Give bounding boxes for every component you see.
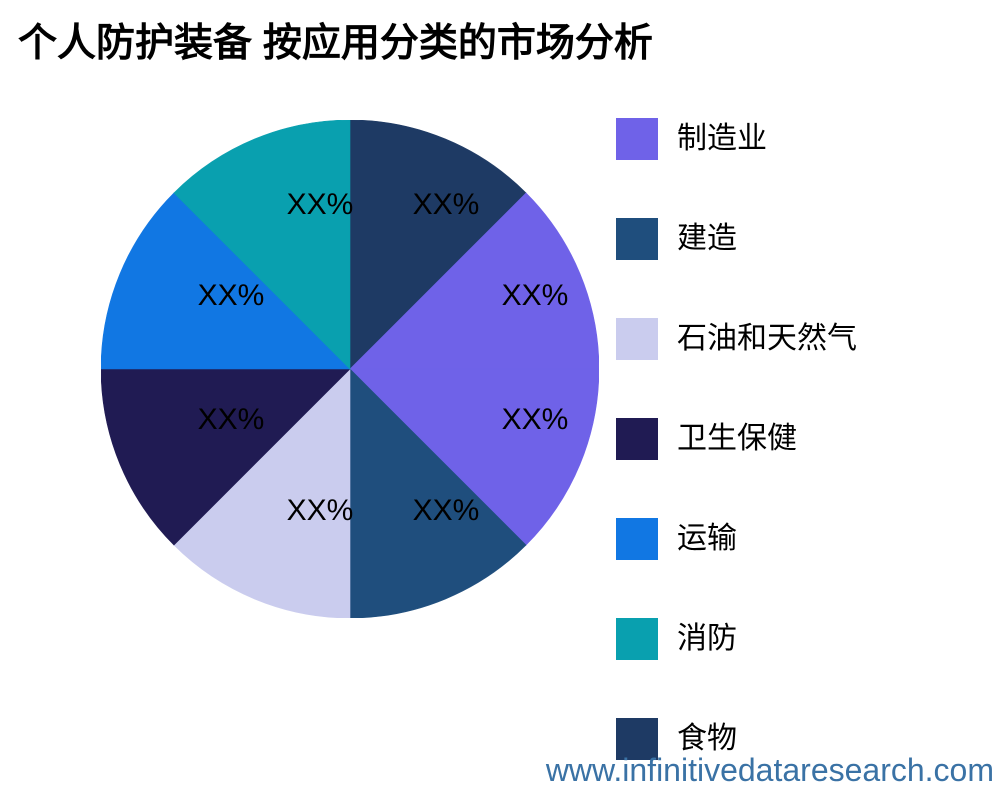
legend-item-food: 食物 [616, 718, 857, 760]
pie-slice-label-healthcare: XX% [197, 403, 265, 436]
pie-slice-0 [349, 120, 527, 370]
pie-slice-label-manufacturing-lower: XX% [501, 403, 569, 436]
legend-swatch-oil-and-gas [616, 318, 658, 360]
legend-label-firefighting: 消防 [677, 622, 737, 655]
pie-slice-label-manufacturing-upper: XX% [501, 279, 569, 312]
legend-swatch-healthcare [616, 418, 658, 460]
legend-item-healthcare: 卫生保健 [616, 418, 857, 460]
legend-item-construction: 建造 [616, 218, 857, 260]
legend-label-food: 食物 [677, 722, 737, 755]
pie-slice-label-transportation: XX% [197, 279, 265, 312]
legend-item-oil-and-gas: 石油和天然气 [616, 318, 857, 360]
legend-label-manufacturing: 制造业 [677, 122, 767, 155]
legend-swatch-food [616, 718, 658, 760]
legend: 制造业 建造 石油和天然气 卫生保健 运输 消防 食物 [616, 118, 857, 800]
pie-slice-3 [349, 368, 527, 618]
pie-slice-4 [173, 368, 351, 618]
legend-label-transportation: 运输 [677, 522, 737, 555]
pie-slice-label-oil-and-gas: XX% [286, 494, 354, 527]
pie-slice-label-food: XX% [412, 188, 480, 221]
legend-swatch-construction [616, 218, 658, 260]
legend-swatch-firefighting [616, 618, 658, 660]
pie-slice-label-construction: XX% [412, 494, 480, 527]
legend-label-oil-and-gas: 石油和天然气 [677, 322, 857, 355]
legend-item-manufacturing: 制造业 [616, 118, 857, 160]
pie-slice-label-firefighting: XX% [286, 188, 354, 221]
legend-item-transportation: 运输 [616, 518, 857, 560]
pie-slice-7 [173, 120, 351, 370]
legend-swatch-transportation [616, 518, 658, 560]
chart-title: 个人防护装备 按应用分类的市场分析 [18, 22, 653, 65]
pie-slice-1 [349, 192, 599, 370]
watermark: www.infinitivedataresearch.com [545, 752, 994, 788]
legend-swatch-manufacturing [616, 118, 658, 160]
pie-chart [101, 120, 599, 618]
legend-item-firefighting: 消防 [616, 618, 857, 660]
legend-label-construction: 建造 [677, 222, 737, 255]
pie-slice-5 [101, 368, 351, 546]
pie-slice-6 [101, 192, 351, 370]
legend-label-healthcare: 卫生保健 [677, 422, 797, 455]
pie-slice-2 [349, 368, 599, 546]
